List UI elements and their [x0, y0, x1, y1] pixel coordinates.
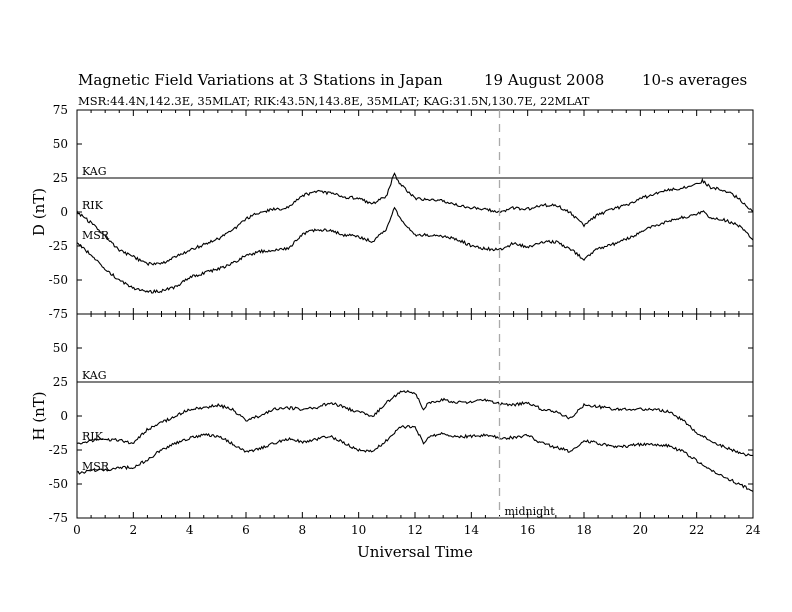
x-tick-label: 8: [299, 523, 307, 537]
y-tick-label: 0: [60, 409, 68, 423]
station-info: MSR:44.4N,142.3E, 35MLAT; RIK:43.5N,143.…: [78, 94, 590, 108]
chart-layer: -75 -50 -25 0 25 50 75 D (nT) KAG RIK MSR -75 -50 -25…: [30, 103, 761, 561]
y-tick-label: 50: [53, 341, 68, 355]
chart-title-line: Magnetic Field Variations at 3 Stations …: [78, 71, 747, 143]
x-tick-label: 2: [130, 523, 138, 537]
x-tick-label: 12: [407, 523, 422, 537]
y-tick-label: 25: [53, 375, 68, 389]
x-tick-label: 18: [576, 523, 591, 537]
y-tick-label: -75: [49, 307, 68, 321]
panel-d: -75 -50 -25 0 25 50 75 D (nT) KAG RIK MSR: [30, 103, 754, 321]
series-label: MSR: [82, 229, 110, 242]
series-h-rik: [76, 389, 754, 457]
y-tick-label: -50: [49, 273, 68, 287]
panel-h: -75 -50 -25 0 25 50 H (nT) KAG RIK MSR: [30, 313, 754, 525]
panel-frame: [76, 313, 754, 519]
x-tick-label: 20: [633, 523, 648, 537]
series-d-rik: [76, 172, 754, 267]
x-tick-label: 22: [689, 523, 704, 537]
series-label: MSR: [82, 460, 110, 473]
x-axis-label: Universal Time: [357, 543, 473, 561]
x-tick-label: 24: [745, 523, 761, 537]
y-tick-label: 75: [53, 103, 68, 117]
chart-averaging: 10-s averages: [642, 71, 748, 89]
y-axis-label: D (nT): [30, 188, 48, 236]
y-tick-label: 25: [53, 171, 68, 185]
series-label: KAG: [82, 165, 107, 178]
series-label: RIK: [82, 199, 104, 212]
x-tick-label: 0: [73, 523, 81, 537]
y-tick-label: 0: [60, 205, 68, 219]
midnight-label: midnight: [505, 505, 556, 518]
y-tick-label: -25: [49, 239, 68, 253]
x-tick-label: 6: [242, 523, 250, 537]
y-tick-label: -50: [49, 477, 68, 491]
series-d-msr: [76, 206, 754, 294]
y-tick-label: 50: [53, 137, 68, 151]
chart-date: 19 August 2008: [484, 71, 605, 89]
y-tick-label: -75: [49, 511, 68, 525]
series-label: RIK: [82, 430, 104, 443]
series-h-msr: [76, 424, 754, 493]
x-tick-label: 10: [351, 523, 366, 537]
series-label: KAG: [82, 369, 107, 382]
x-tick-label: 16: [520, 523, 535, 537]
y-tick-label: -25: [49, 443, 68, 457]
x-tick-label: 14: [464, 523, 480, 537]
panel-frame: [76, 109, 754, 315]
x-tick-label: 4: [186, 523, 194, 537]
chart-title: Magnetic Field Variations at 3 Stations …: [78, 71, 443, 89]
y-axis-label: H (nT): [30, 391, 48, 440]
